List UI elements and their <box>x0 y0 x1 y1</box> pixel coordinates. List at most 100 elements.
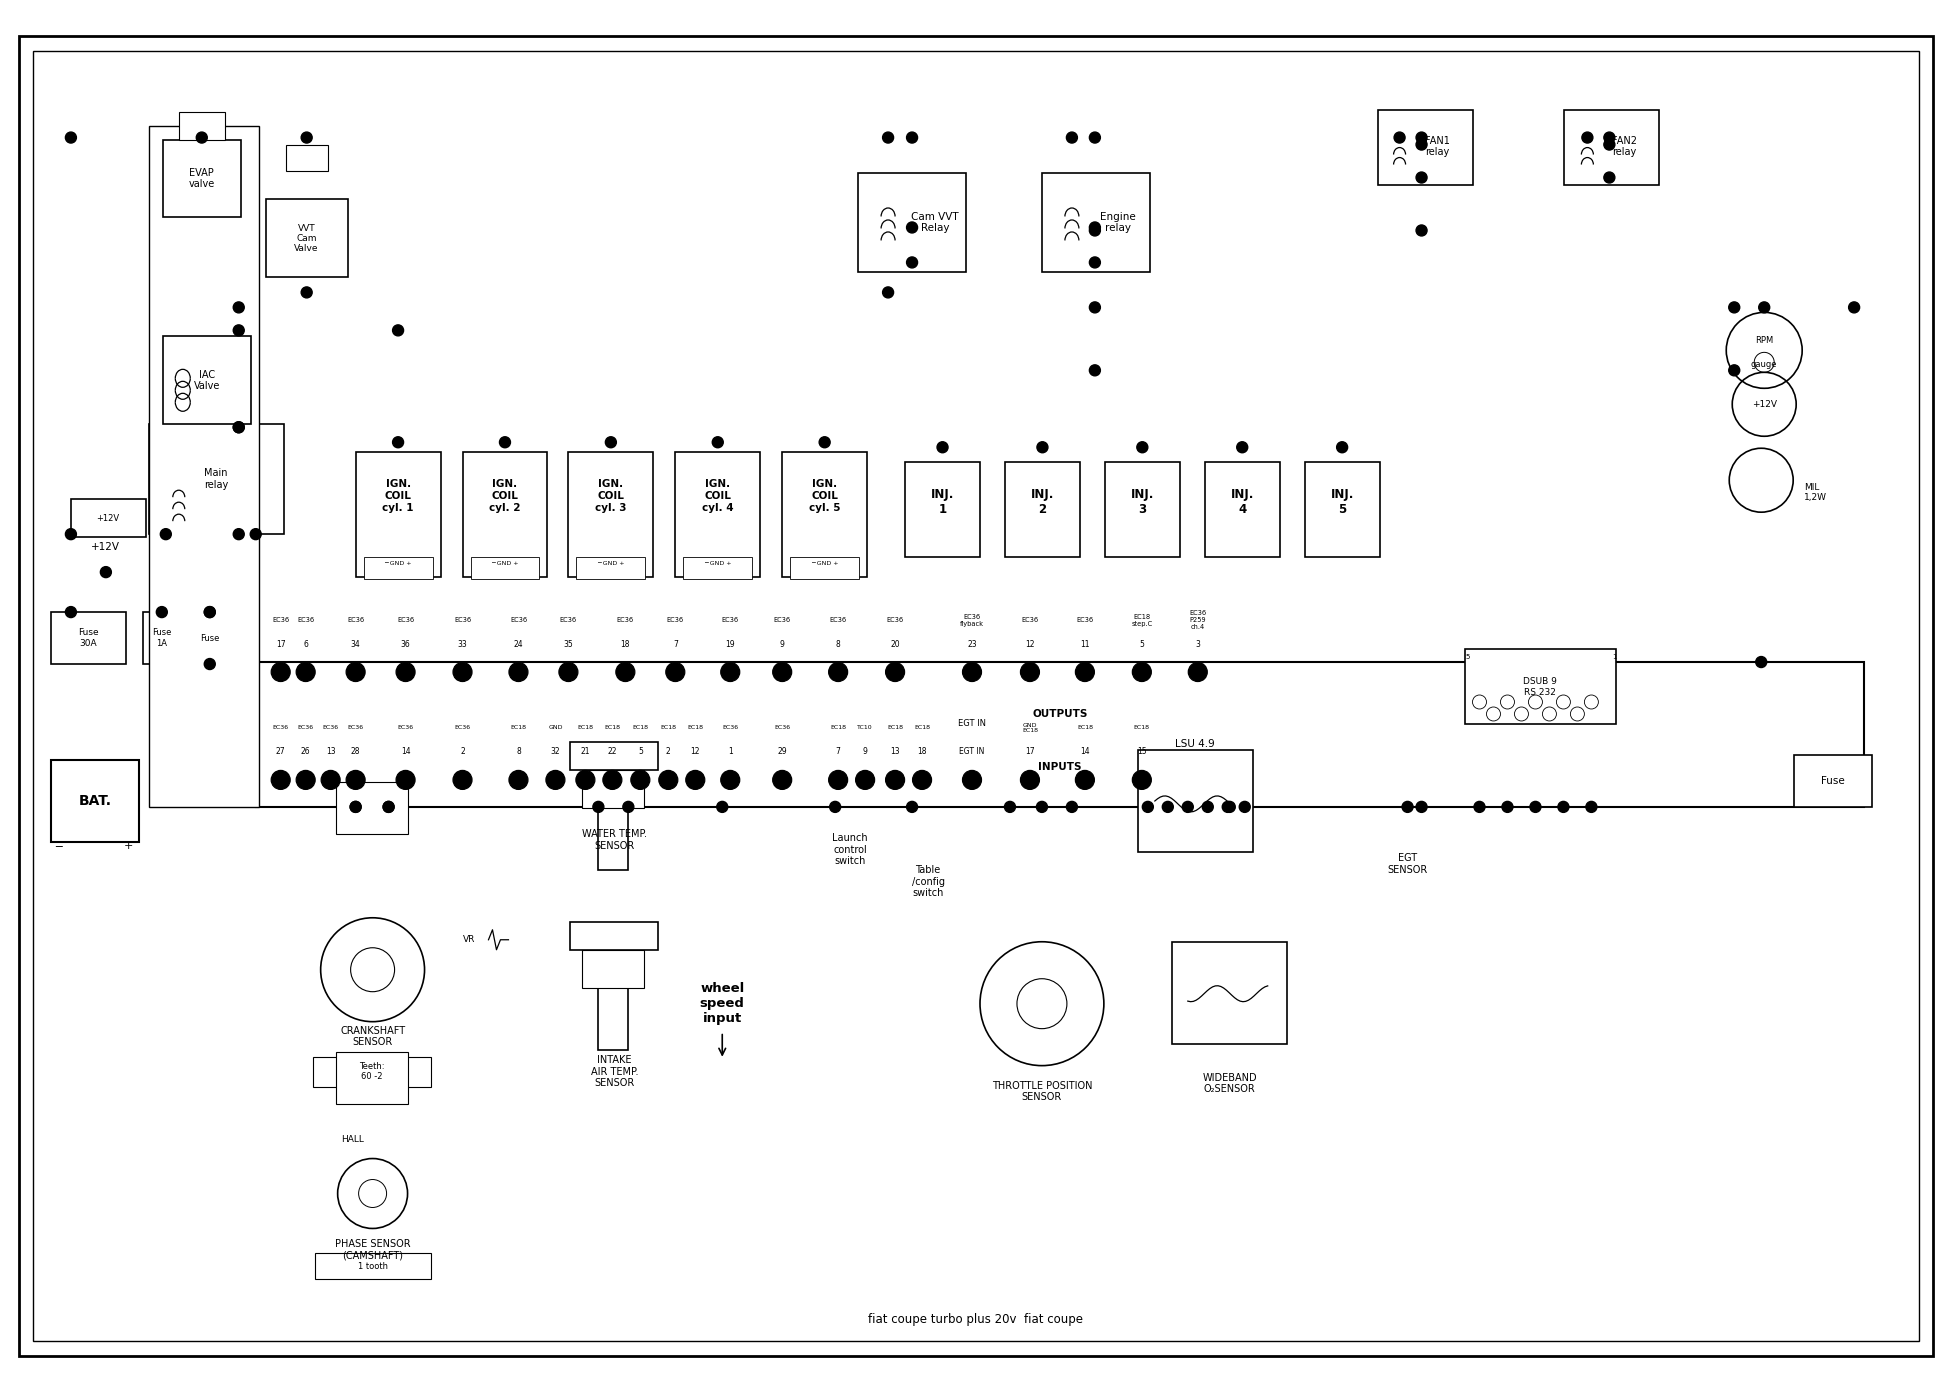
Circle shape <box>1142 802 1154 813</box>
Circle shape <box>773 770 793 789</box>
Text: 5: 5 <box>638 748 642 756</box>
Circle shape <box>1161 802 1173 813</box>
Text: IGN.
COIL
cyl. 5: IGN. COIL cyl. 5 <box>808 479 841 512</box>
Circle shape <box>1402 802 1413 813</box>
Circle shape <box>1474 802 1485 813</box>
Text: 20: 20 <box>890 639 900 649</box>
Text: ─: ─ <box>55 841 62 851</box>
Text: Launch
control
switch: Launch control switch <box>832 834 869 866</box>
Circle shape <box>301 132 312 143</box>
Bar <box>256 663 1864 807</box>
Bar <box>582 770 644 807</box>
Text: EC36: EC36 <box>398 725 414 731</box>
Circle shape <box>937 441 949 452</box>
Circle shape <box>232 529 244 540</box>
Circle shape <box>349 802 361 813</box>
Text: EC36: EC36 <box>455 725 470 731</box>
Circle shape <box>1089 221 1101 232</box>
Circle shape <box>1222 802 1234 813</box>
Circle shape <box>962 770 982 789</box>
Text: 35: 35 <box>564 639 574 649</box>
Circle shape <box>346 663 365 682</box>
Text: EGT
SENSOR: EGT SENSOR <box>1388 853 1427 874</box>
Text: PHASE SENSOR
(CAMSHAFT): PHASE SENSOR (CAMSHAFT) <box>336 1239 410 1260</box>
Bar <box>463 452 547 578</box>
Text: EC18: EC18 <box>1134 725 1150 731</box>
Text: IAC
Valve: IAC Valve <box>193 369 221 391</box>
Text: EC36: EC36 <box>773 617 791 624</box>
Bar <box>576 557 646 579</box>
Text: 3: 3 <box>1195 639 1200 649</box>
Circle shape <box>232 302 244 313</box>
Text: 32: 32 <box>550 748 560 756</box>
Text: EC36: EC36 <box>668 617 683 624</box>
Text: EC36: EC36 <box>886 617 904 624</box>
Circle shape <box>1585 802 1597 813</box>
Circle shape <box>547 770 564 789</box>
Circle shape <box>250 529 262 540</box>
Text: Table
/config
switch: Table /config switch <box>912 866 945 898</box>
Bar <box>582 949 644 988</box>
Text: 2: 2 <box>461 748 465 756</box>
Circle shape <box>1240 802 1249 813</box>
Circle shape <box>1202 802 1214 813</box>
Text: Fuse
1A: Fuse 1A <box>152 628 172 647</box>
Text: EC36: EC36 <box>271 617 289 624</box>
Text: 27: 27 <box>275 748 285 756</box>
Circle shape <box>453 663 472 682</box>
Circle shape <box>773 663 793 682</box>
Text: ─ GND +: ─ GND + <box>705 561 732 565</box>
Circle shape <box>1037 441 1048 452</box>
Circle shape <box>1021 770 1038 789</box>
Bar <box>1794 754 1872 807</box>
Text: EC36: EC36 <box>617 617 634 624</box>
Circle shape <box>156 607 168 618</box>
Bar <box>568 452 654 578</box>
Text: EC36: EC36 <box>322 725 340 731</box>
Circle shape <box>1605 173 1614 182</box>
Text: EGT IN: EGT IN <box>958 748 984 756</box>
Circle shape <box>1581 132 1593 143</box>
Circle shape <box>617 663 634 682</box>
Circle shape <box>396 663 416 682</box>
Circle shape <box>396 770 416 789</box>
Text: 26: 26 <box>301 748 310 756</box>
Circle shape <box>1558 802 1569 813</box>
Bar <box>1105 462 1179 557</box>
Bar <box>363 557 433 579</box>
Text: DSUB 9
RS 232: DSUB 9 RS 232 <box>1523 678 1558 697</box>
Circle shape <box>558 663 578 682</box>
Text: EC36: EC36 <box>297 617 314 624</box>
Text: 17: 17 <box>275 639 285 649</box>
Text: EC36: EC36 <box>297 725 314 731</box>
Text: ─ GND +: ─ GND + <box>810 561 839 565</box>
Circle shape <box>1849 302 1860 313</box>
Circle shape <box>66 132 76 143</box>
Text: OUTPUTS: OUTPUTS <box>1033 709 1087 720</box>
Circle shape <box>605 437 617 448</box>
Text: ─ GND +: ─ GND + <box>492 561 519 565</box>
Circle shape <box>301 287 312 298</box>
Text: 8: 8 <box>835 639 841 649</box>
Circle shape <box>1136 441 1148 452</box>
Text: EC36: EC36 <box>347 617 365 624</box>
Text: INJ.
1: INJ. 1 <box>931 489 955 516</box>
Circle shape <box>914 770 931 789</box>
Text: 13: 13 <box>890 748 900 756</box>
Text: INJ.
3: INJ. 3 <box>1130 489 1154 516</box>
Text: EC36: EC36 <box>455 617 470 624</box>
Circle shape <box>1089 132 1101 143</box>
Circle shape <box>232 422 244 433</box>
Circle shape <box>593 802 603 813</box>
Bar <box>51 612 125 664</box>
Bar <box>312 1057 431 1087</box>
Text: +12V: +12V <box>96 514 119 522</box>
Circle shape <box>205 607 215 618</box>
Bar <box>70 500 146 537</box>
Circle shape <box>720 663 740 682</box>
Text: EC18: EC18 <box>1078 725 1093 731</box>
Circle shape <box>830 802 841 813</box>
Text: 36: 36 <box>400 639 410 649</box>
Text: EC36: EC36 <box>347 725 363 731</box>
Bar <box>336 1051 408 1104</box>
